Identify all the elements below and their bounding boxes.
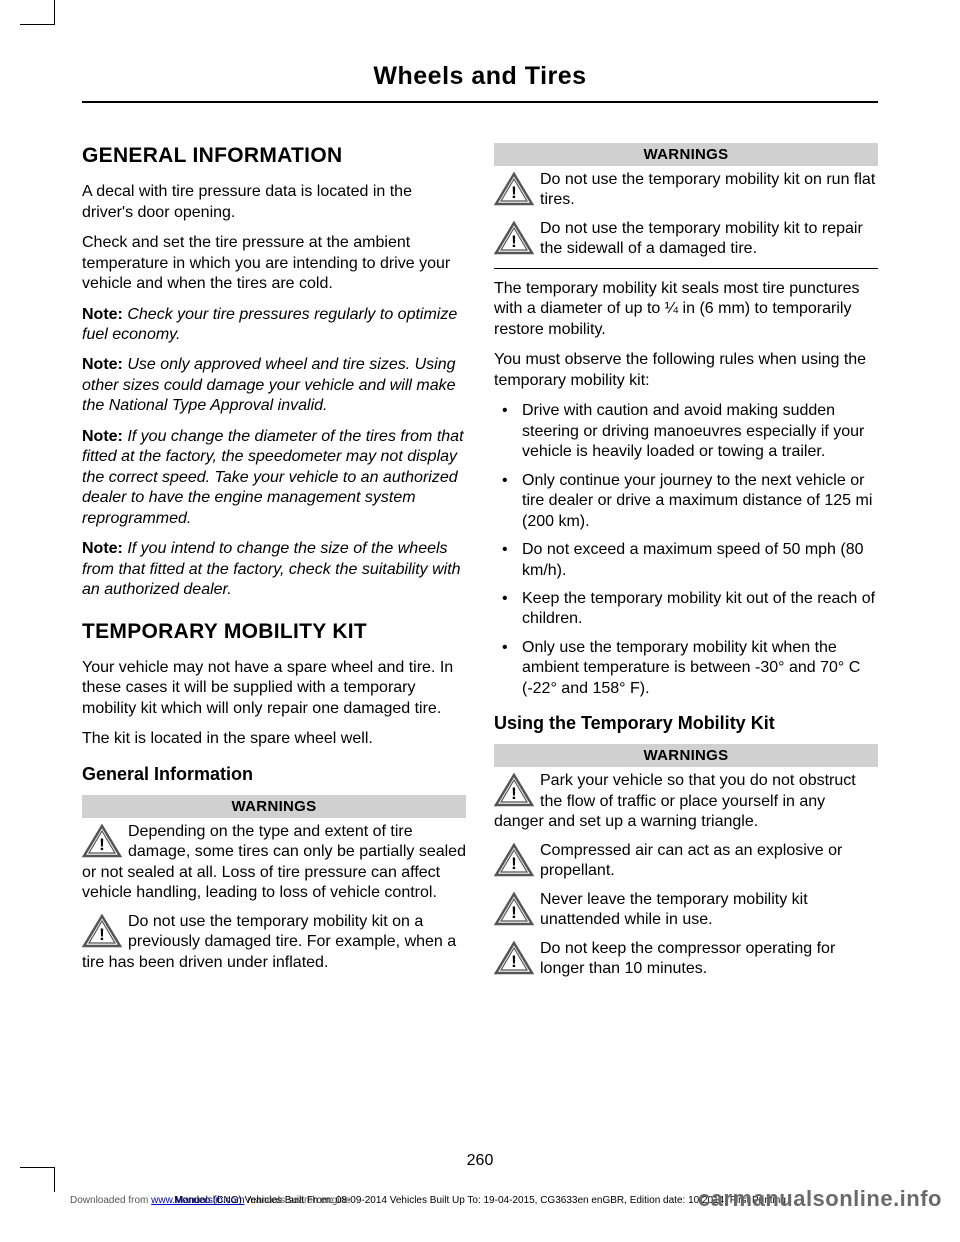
note-body: If you change the diameter of the tires … bbox=[82, 428, 464, 527]
left-column: GENERAL INFORMATION A decal with tire pr… bbox=[82, 143, 466, 988]
warning-item: ! Do not use the temporary mobility kit … bbox=[82, 912, 466, 973]
warning-triangle-icon: ! bbox=[494, 941, 534, 975]
section-heading: TEMPORARY MOBILITY KIT bbox=[82, 619, 466, 644]
warning-triangle-icon: ! bbox=[494, 221, 534, 255]
note-text: Note: If you change the diameter of the … bbox=[82, 427, 466, 529]
page-number: 260 bbox=[0, 1152, 960, 1170]
list-item: Drive with caution and avoid making sudd… bbox=[494, 401, 878, 462]
crop-mark bbox=[20, 1167, 55, 1192]
note-body: Use only approved wheel and tire sizes. … bbox=[82, 356, 456, 414]
note-label: Note: bbox=[82, 540, 123, 557]
svg-text:!: ! bbox=[511, 854, 517, 873]
bullet-list: Drive with caution and avoid making sudd… bbox=[494, 401, 878, 699]
warnings-rule bbox=[494, 268, 878, 269]
right-column: WARNINGS ! Do not use the temporary mobi… bbox=[494, 143, 878, 988]
body-text: The temporary mobility kit seals most ti… bbox=[494, 279, 878, 340]
warning-text: Do not use the temporary mobility kit on… bbox=[82, 913, 456, 971]
warning-text: Never leave the temporary mobility kit u… bbox=[540, 891, 808, 928]
note-label: Note: bbox=[82, 428, 123, 445]
warning-triangle-icon: ! bbox=[494, 773, 534, 807]
body-text: A decal with tire pressure data is locat… bbox=[82, 182, 466, 223]
warning-text: Do not use the temporary mobility kit on… bbox=[540, 171, 875, 208]
warning-text: Depending on the type and extent of tire… bbox=[82, 823, 466, 901]
body-text: Check and set the tire pressure at the a… bbox=[82, 233, 466, 294]
warning-triangle-icon: ! bbox=[82, 914, 122, 948]
watermark: carmanualsonline.info bbox=[698, 1186, 942, 1212]
note-label: Note: bbox=[82, 306, 123, 323]
note-text: Note: If you intend to change the size o… bbox=[82, 539, 466, 600]
warning-item: ! Do not use the temporary mobility kit … bbox=[494, 219, 878, 260]
warning-triangle-icon: ! bbox=[494, 892, 534, 926]
content-area: GENERAL INFORMATION A decal with tire pr… bbox=[0, 103, 960, 988]
svg-text:!: ! bbox=[511, 903, 517, 922]
svg-text:!: ! bbox=[511, 232, 517, 251]
note-label: Note: bbox=[82, 356, 123, 373]
warning-item: ! Compressed air can act as an explosive… bbox=[494, 841, 878, 882]
warnings-header: WARNINGS bbox=[494, 143, 878, 166]
warning-text: Compressed air can act as an explosive o… bbox=[540, 842, 842, 879]
body-text: The kit is located in the spare wheel we… bbox=[82, 729, 466, 749]
note-body: If you intend to change the size of the … bbox=[82, 540, 461, 598]
warning-item: ! Do not keep the compressor operating f… bbox=[494, 939, 878, 980]
section-heading: GENERAL INFORMATION bbox=[82, 143, 466, 168]
list-item: Only use the temporary mobility kit when… bbox=[494, 638, 878, 699]
warning-triangle-icon: ! bbox=[494, 172, 534, 206]
list-item: Do not exceed a maximum speed of 50 mph … bbox=[494, 540, 878, 581]
warning-text: Do not keep the compressor operating for… bbox=[540, 940, 835, 977]
list-item: Only continue your journey to the next v… bbox=[494, 471, 878, 532]
page-title: Wheels and Tires bbox=[0, 0, 960, 101]
warnings-header: WARNINGS bbox=[494, 744, 878, 767]
subsection-heading: Using the Temporary Mobility Kit bbox=[494, 713, 878, 734]
svg-text:!: ! bbox=[511, 952, 517, 971]
warning-item: ! Do not use the temporary mobility kit … bbox=[494, 170, 878, 211]
body-text: Your vehicle may not have a spare wheel … bbox=[82, 658, 466, 719]
warning-triangle-icon: ! bbox=[82, 824, 122, 858]
note-text: Note: Use only approved wheel and tire s… bbox=[82, 355, 466, 416]
warning-triangle-icon: ! bbox=[494, 843, 534, 877]
warning-item: ! Never leave the temporary mobility kit… bbox=[494, 890, 878, 931]
warning-item: ! Park your vehicle so that you do not o… bbox=[494, 771, 878, 832]
warning-text: Do not use the temporary mobility kit to… bbox=[540, 220, 863, 257]
svg-text:!: ! bbox=[511, 183, 517, 202]
svg-text:!: ! bbox=[511, 784, 517, 803]
svg-text:!: ! bbox=[99, 925, 105, 944]
warning-text: Park your vehicle so that you do not obs… bbox=[494, 772, 856, 830]
crop-mark bbox=[20, 0, 55, 25]
note-text: Note: Check your tire pressures regularl… bbox=[82, 305, 466, 346]
body-text: You must observe the following rules whe… bbox=[494, 350, 878, 391]
note-body: Check your tire pressures regularly to o… bbox=[82, 306, 457, 343]
list-item: Keep the temporary mobility kit out of t… bbox=[494, 589, 878, 630]
warning-item: ! Depending on the type and extent of ti… bbox=[82, 822, 466, 904]
warnings-header: WARNINGS bbox=[82, 795, 466, 818]
svg-text:!: ! bbox=[99, 835, 105, 854]
subsection-heading: General Information bbox=[82, 764, 466, 785]
